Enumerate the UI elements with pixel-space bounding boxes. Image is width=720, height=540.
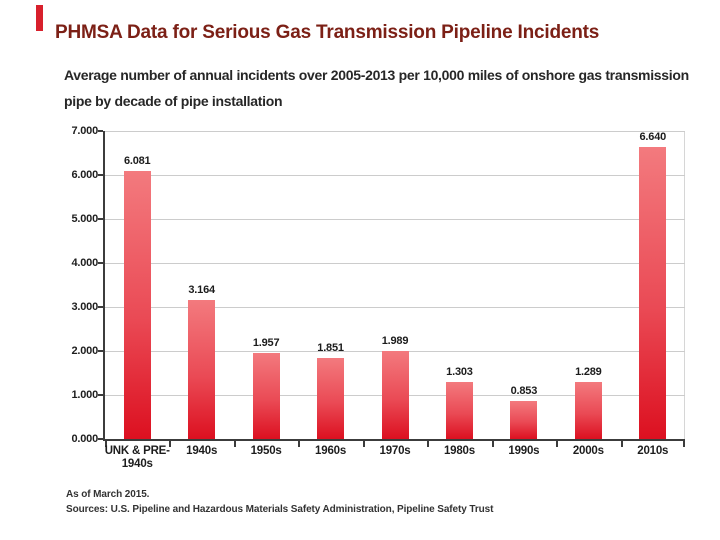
x-axis-tick bbox=[105, 441, 107, 447]
y-axis-tick bbox=[98, 306, 103, 308]
x-axis-tick bbox=[169, 441, 172, 447]
x-axis-tick bbox=[683, 441, 685, 447]
bar-value-label: 6.640 bbox=[639, 130, 667, 143]
x-axis-tick bbox=[233, 441, 236, 447]
bar-value-label: 1.851 bbox=[317, 341, 344, 354]
bar bbox=[188, 299, 216, 439]
gridline bbox=[105, 175, 685, 176]
x-axis-tick bbox=[298, 441, 301, 447]
y-axis-tick bbox=[98, 130, 103, 132]
y-axis-tick bbox=[98, 350, 103, 352]
y-axis-tick bbox=[98, 174, 103, 176]
y-axis-label: 3.000 bbox=[71, 301, 98, 313]
title-accent-bar bbox=[36, 5, 43, 31]
bar-value-label: 1.289 bbox=[575, 366, 602, 379]
bar-value-label: 1.957 bbox=[252, 336, 280, 349]
x-axis-tick bbox=[491, 441, 494, 447]
page-title: PHMSA Data for Serious Gas Transmission … bbox=[55, 22, 600, 43]
bar-value-label: 0.853 bbox=[510, 385, 538, 398]
bar bbox=[574, 382, 602, 439]
gridline bbox=[105, 131, 685, 132]
bar bbox=[252, 352, 280, 439]
bar-value-label: 1.989 bbox=[381, 335, 409, 348]
y-axis-label: 2.000 bbox=[71, 345, 98, 357]
chart-title: Average number of annual incidents over … bbox=[64, 67, 689, 109]
y-axis-label: 1.000 bbox=[71, 389, 98, 401]
bar bbox=[639, 146, 667, 439]
gridline bbox=[105, 263, 685, 264]
y-axis-tick bbox=[98, 262, 103, 264]
x-axis-tick bbox=[362, 441, 365, 447]
x-axis-category-label: 1960s bbox=[315, 445, 347, 457]
y-axis-tick bbox=[98, 218, 103, 220]
x-axis-tick bbox=[556, 441, 559, 447]
x-axis-category-label: UNK & PRE- 1940s bbox=[104, 445, 170, 470]
bar bbox=[317, 357, 345, 439]
y-axis-tick bbox=[98, 394, 103, 396]
bar bbox=[123, 171, 151, 439]
gridline bbox=[105, 307, 685, 308]
y-axis-label: 6.000 bbox=[71, 169, 98, 181]
bar bbox=[445, 381, 473, 439]
x-axis-category-label: 1980s bbox=[443, 445, 475, 457]
x-axis-category-label: 1940s bbox=[186, 445, 218, 457]
y-axis-label: 7.000 bbox=[71, 125, 98, 137]
x-axis-category-label: 1990s bbox=[508, 445, 540, 457]
bar bbox=[510, 401, 538, 439]
y-axis-label: 0.000 bbox=[71, 433, 98, 445]
footnote-sources: Sources: U.S. Pipeline and Hazardous Mat… bbox=[66, 504, 494, 515]
x-axis-category-label: 2010s bbox=[637, 445, 669, 457]
y-axis-label: 5.000 bbox=[71, 213, 98, 225]
x-axis-category-label: 1970s bbox=[379, 445, 411, 457]
plot-right-border bbox=[684, 131, 685, 439]
y-axis-tick bbox=[98, 438, 103, 440]
footnote-date: As of March 2015. bbox=[66, 489, 150, 500]
bar bbox=[381, 351, 409, 439]
x-axis-category-label: 1950s bbox=[250, 445, 282, 457]
gridline bbox=[105, 219, 685, 220]
x-axis-tick bbox=[620, 441, 623, 447]
y-axis-label: 4.000 bbox=[71, 257, 98, 269]
bar-value-label: 1.303 bbox=[446, 365, 473, 378]
bar-value-label: 3.164 bbox=[188, 283, 215, 296]
x-axis-tick bbox=[427, 441, 430, 447]
x-axis-category-label: 2000s bbox=[572, 445, 604, 457]
bar-value-label: 6.081 bbox=[123, 155, 151, 168]
plot-area: 7.000 6.000 5.000 4.000 3.000 2.000 1.000 0.000… bbox=[71, 125, 685, 470]
